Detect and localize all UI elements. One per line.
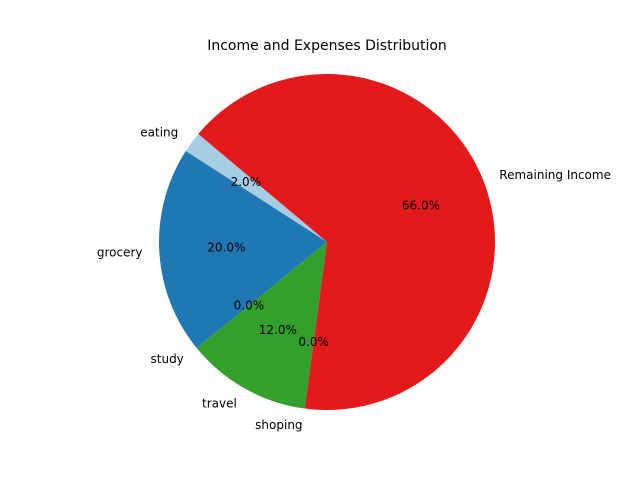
slice-label-travel: travel [202, 396, 237, 410]
slice-eating [185, 134, 327, 242]
chart-title: Income and Expenses Distribution [207, 38, 447, 54]
slice-label-remaining-income: Remaining Income [499, 168, 611, 182]
slice-label-grocery: grocery [97, 245, 143, 259]
pie-labels: eating 2.0% grocery 20.0% study 0.0% travel 12.… [97, 125, 611, 432]
slice-label-shoping: shoping [255, 418, 302, 432]
slice-pct-study: 0.0% [234, 299, 265, 313]
slice-pct-shoping: 0.0% [298, 335, 329, 349]
pie-slices [158, 73, 496, 411]
slice-pct-eating: 2.0% [231, 175, 262, 189]
slice-grocery [158, 150, 327, 349]
slice-label-eating: eating [140, 125, 178, 139]
slice-pct-grocery: 20.0% [207, 241, 245, 255]
slice-travel [196, 242, 327, 409]
slice-pct-remaining-income: 66.0% [402, 199, 440, 213]
slice-remaining-income [198, 73, 496, 411]
slice-pct-travel: 12.0% [259, 323, 297, 337]
slice-label-study: study [151, 352, 184, 366]
